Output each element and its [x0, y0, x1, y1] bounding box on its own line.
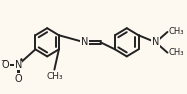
- Text: N: N: [152, 37, 159, 47]
- Text: CH₃: CH₃: [169, 48, 184, 57]
- Text: O: O: [2, 60, 9, 70]
- Text: CH₃: CH₃: [47, 72, 64, 81]
- Text: N: N: [15, 60, 22, 70]
- Text: N: N: [81, 37, 88, 47]
- Text: O: O: [14, 74, 22, 84]
- Text: −: −: [1, 56, 7, 65]
- Text: •: •: [19, 56, 23, 65]
- Text: CH₃: CH₃: [169, 27, 184, 36]
